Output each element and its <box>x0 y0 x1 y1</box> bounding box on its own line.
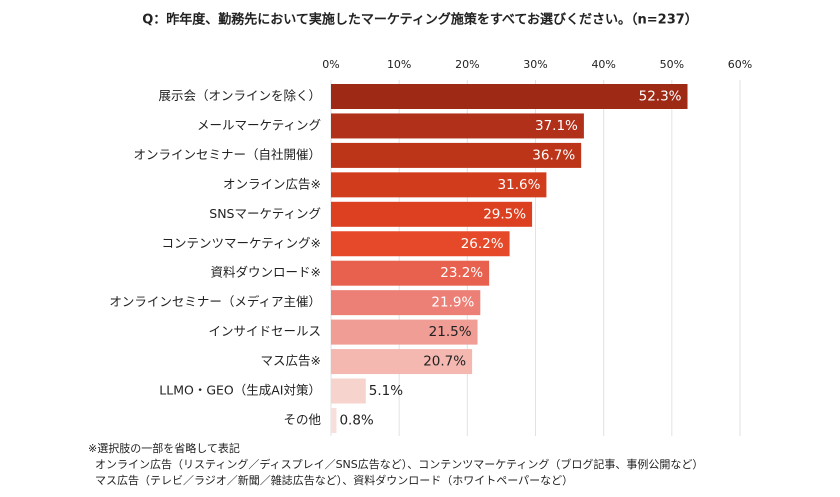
category-label: マス広告※ <box>261 353 321 368</box>
category-label: その他 <box>283 412 321 427</box>
bar <box>331 290 481 316</box>
value-label: 23.2% <box>440 265 483 281</box>
value-label: 5.1% <box>369 383 403 399</box>
value-label: 21.5% <box>429 324 472 340</box>
category-label: インサイドセールス <box>208 324 321 339</box>
value-label: 20.7% <box>423 354 466 370</box>
category-label: SNSマーケティング <box>209 206 321 221</box>
bar <box>331 231 510 257</box>
bar <box>331 349 473 375</box>
value-label: 37.1% <box>535 118 578 134</box>
x-tick-label: 40% <box>591 58 615 71</box>
value-label: 0.8% <box>339 412 373 428</box>
category-label: 資料ダウンロード※ <box>211 265 321 280</box>
value-label: 52.3% <box>639 89 682 105</box>
category-label: オンラインセミナー（自社開催） <box>133 147 321 162</box>
category-label: 展示会（オンラインを除く） <box>158 88 321 103</box>
value-label: 21.9% <box>431 295 474 311</box>
category-label: オンラインセミナー（メディア主催） <box>109 294 321 309</box>
chart-title: Q：昨年度、勤務先において実施したマーケティング施策をすべてお選びください。（n… <box>142 12 698 28</box>
note: マス広告（テレビ／ラジオ／新聞／雑誌広告など）、資料ダウンロード（ホワイトペーパ… <box>95 473 573 487</box>
category-label: メールマーケティング <box>197 117 321 132</box>
note: オンライン広告（リスティング／ディスプレイ／SNS広告など）、コンテンツマーケテ… <box>95 457 703 471</box>
category-label: コンテンツマーケティング※ <box>162 235 321 250</box>
value-label: 36.7% <box>532 147 575 163</box>
x-tick-label: 60% <box>728 58 752 71</box>
bar <box>331 172 547 198</box>
x-tick-label: 30% <box>523 58 547 71</box>
bar <box>331 378 366 404</box>
x-tick-label: 0% <box>322 58 339 71</box>
value-label: 29.5% <box>483 206 526 222</box>
x-tick-label: 50% <box>660 58 684 71</box>
bar <box>331 84 688 109</box>
bar <box>331 201 533 227</box>
category-label: オンライン広告※ <box>223 176 321 191</box>
category-label: LLMO・GEO（生成AI対策） <box>159 383 321 398</box>
x-tick-label: 20% <box>455 58 479 71</box>
bar <box>331 319 478 345</box>
bar <box>331 260 490 286</box>
bar <box>331 407 337 433</box>
value-label: 31.6% <box>498 177 541 193</box>
x-tick-label: 10% <box>387 58 411 71</box>
bar <box>331 142 582 168</box>
value-label: 26.2% <box>461 236 504 252</box>
note: ※選択肢の一部を省略して表記 <box>88 441 240 455</box>
bar <box>331 113 584 139</box>
